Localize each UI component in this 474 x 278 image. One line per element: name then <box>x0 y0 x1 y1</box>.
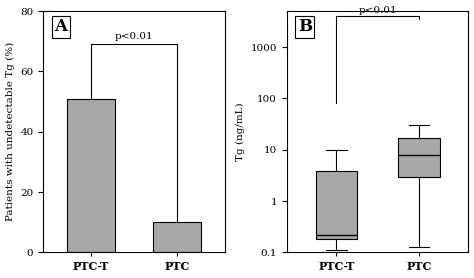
Text: B: B <box>298 18 312 35</box>
PathPatch shape <box>398 138 439 177</box>
Y-axis label: Patients with undetectable Tg (%): Patients with undetectable Tg (%) <box>6 42 15 221</box>
PathPatch shape <box>316 171 357 239</box>
Text: p<0.01: p<0.01 <box>358 6 397 15</box>
Bar <box>154 222 201 252</box>
Text: A: A <box>54 18 67 35</box>
Text: p<0.01: p<0.01 <box>115 32 153 41</box>
Bar <box>67 99 115 252</box>
Y-axis label: Tg (ng/mL): Tg (ng/mL) <box>236 103 245 161</box>
